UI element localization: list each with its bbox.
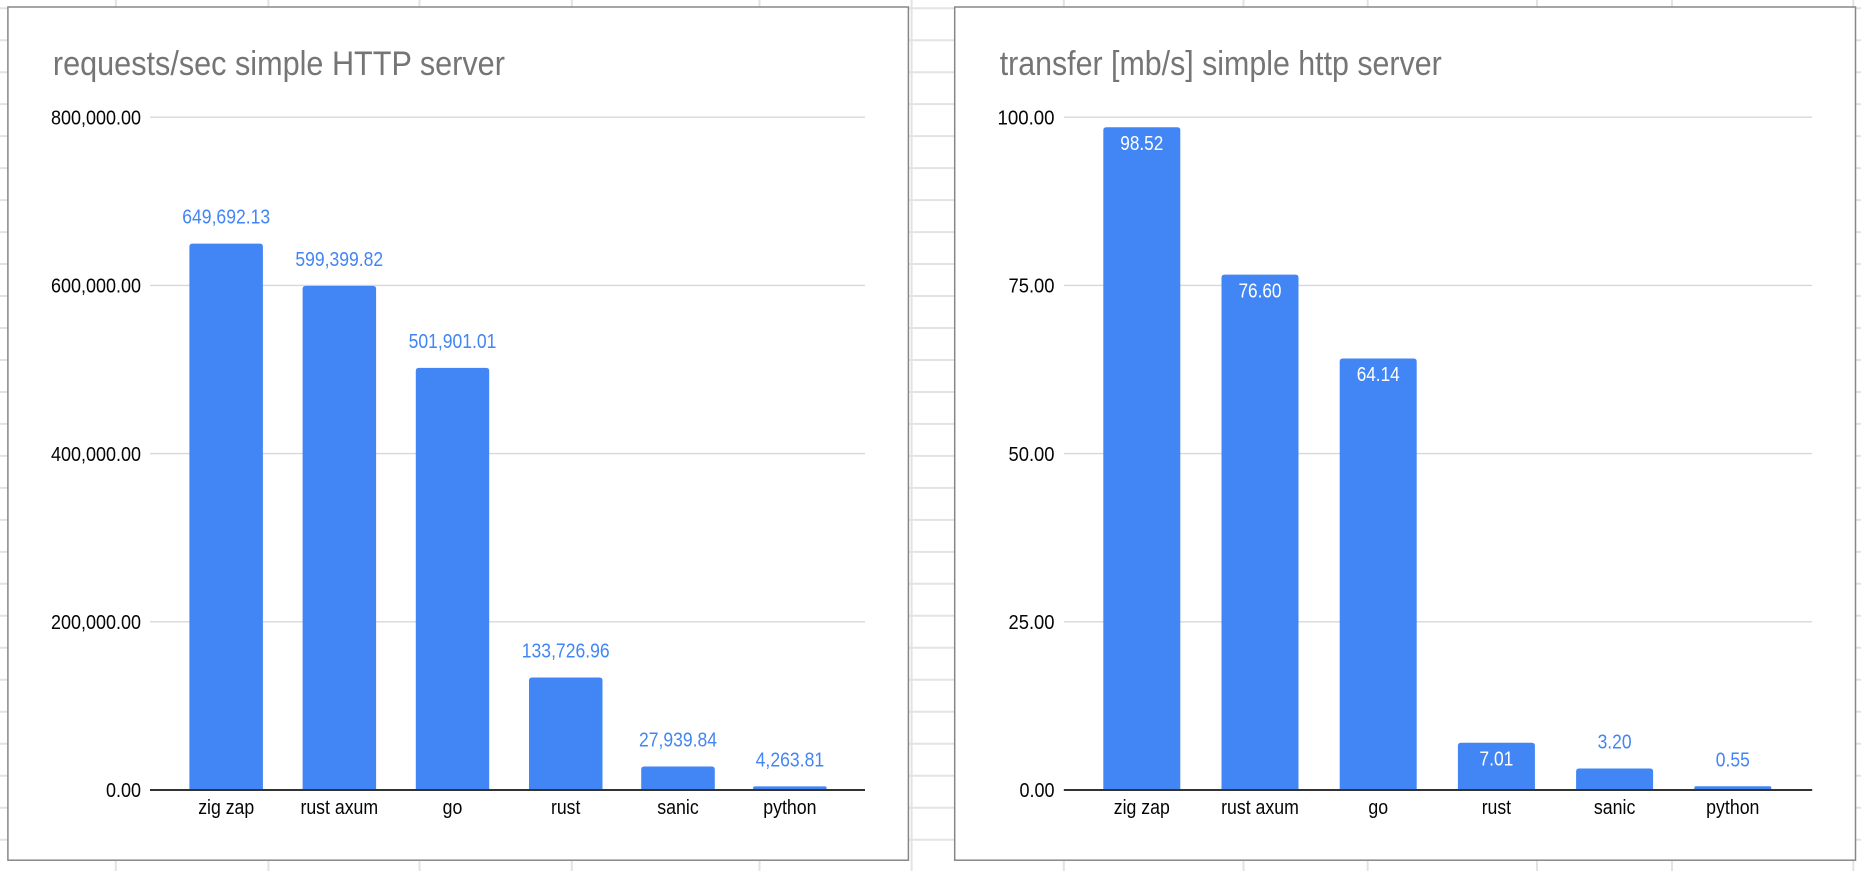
svg-text:100.00: 100.00	[998, 107, 1055, 129]
svg-text:sanic: sanic	[1594, 797, 1636, 819]
svg-text:rust: rust	[1482, 797, 1512, 819]
svg-text:rust: rust	[551, 797, 581, 819]
svg-text:64.14: 64.14	[1357, 364, 1400, 386]
svg-text:649,692.13: 649,692.13	[182, 207, 270, 229]
svg-text:rust axum: rust axum	[300, 797, 378, 819]
svg-text:go: go	[443, 797, 463, 819]
svg-text:599,399.82: 599,399.82	[295, 249, 383, 271]
svg-text:python: python	[763, 797, 816, 819]
svg-text:400,000.00: 400,000.00	[51, 444, 141, 466]
svg-text:4,263.81: 4,263.81	[756, 749, 825, 771]
svg-text:600,000.00: 600,000.00	[51, 276, 141, 298]
svg-text:98.52: 98.52	[1120, 133, 1163, 155]
svg-text:7.01: 7.01	[1479, 749, 1513, 771]
svg-text:zig zap: zig zap	[198, 797, 254, 819]
svg-text:python: python	[1706, 797, 1759, 819]
svg-text:200,000.00: 200,000.00	[51, 612, 141, 634]
svg-text:0.55: 0.55	[1716, 749, 1750, 771]
svg-text:76.60: 76.60	[1239, 280, 1282, 302]
svg-text:rust axum: rust axum	[1221, 797, 1299, 819]
svg-text:0.00: 0.00	[1020, 780, 1055, 802]
svg-text:go: go	[1368, 797, 1388, 819]
svg-text:transfer [mb/s] simple http se: transfer [mb/s] simple http server	[1000, 45, 1442, 83]
svg-text:133,726.96: 133,726.96	[522, 641, 610, 663]
svg-text:27,939.84: 27,939.84	[639, 730, 717, 752]
svg-text:75.00: 75.00	[1009, 276, 1055, 298]
svg-text:800,000.00: 800,000.00	[51, 107, 141, 129]
svg-text:requests/sec simple HTTP serve: requests/sec simple HTTP server	[53, 45, 505, 83]
svg-text:sanic: sanic	[657, 797, 699, 819]
svg-text:0.00: 0.00	[106, 780, 141, 802]
svg-text:3.20: 3.20	[1598, 732, 1632, 754]
svg-text:501,901.01: 501,901.01	[409, 331, 497, 353]
svg-text:zig zap: zig zap	[1114, 797, 1170, 819]
svg-text:25.00: 25.00	[1009, 612, 1055, 634]
svg-text:50.00: 50.00	[1009, 444, 1055, 466]
